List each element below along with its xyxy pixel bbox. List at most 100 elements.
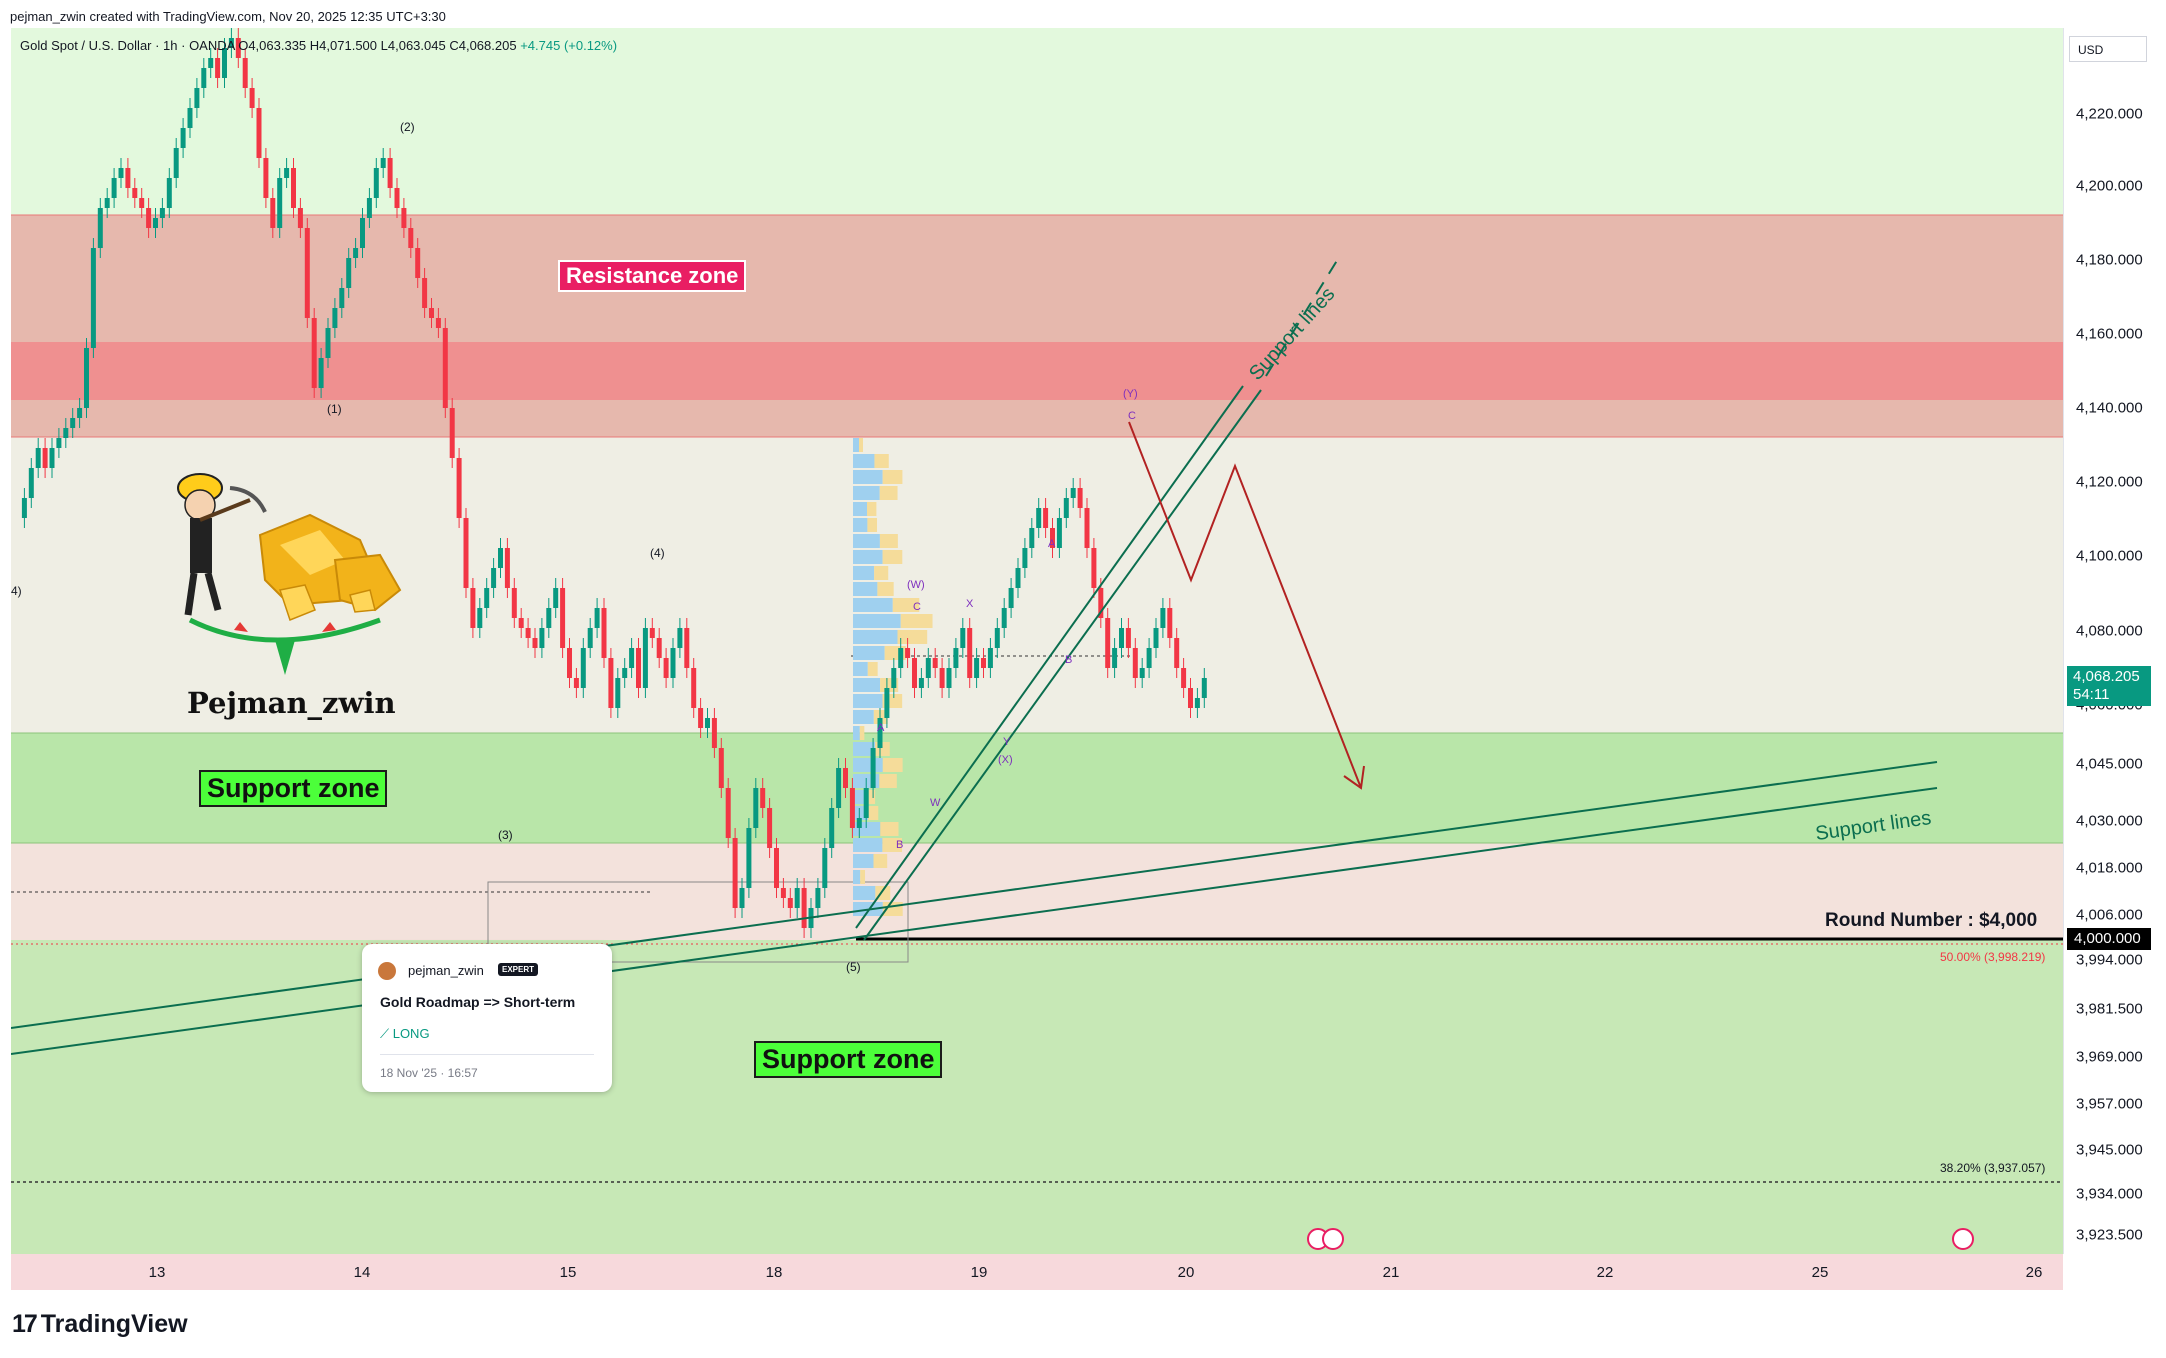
volume-profile-bar <box>882 470 903 484</box>
candle-body <box>856 818 862 828</box>
candle-body <box>132 188 138 198</box>
price-tick: 3,994.000 <box>2076 951 2143 969</box>
candle-body <box>1001 608 1007 628</box>
candle-body <box>560 588 566 648</box>
support-line-flat-1 <box>11 761 1938 1029</box>
candle-body <box>435 318 441 328</box>
current-price: 4,068.205 <box>2073 668 2140 685</box>
volume-profile-bar <box>867 662 878 676</box>
price-axis[interactable]: 4,220.000 4,200.000 4,180.000 4,160.000 … <box>2063 28 2154 1254</box>
candle-body <box>932 658 938 668</box>
candle-body <box>111 178 117 198</box>
volume-profile-bar <box>882 838 903 852</box>
symbol-name: Gold Spot / U.S. Dollar · 1h · OANDA <box>20 38 235 53</box>
idea-author[interactable]: pejman_zwin <box>408 963 484 978</box>
candle-body <box>891 668 897 688</box>
candle-body <box>373 168 379 198</box>
candle-body <box>270 198 276 228</box>
ohlc-low: L4,063.045 <box>380 38 446 53</box>
tradingview-brand[interactable]: 17 TradingView <box>12 1310 188 1339</box>
support-zone-lower <box>11 940 2063 1254</box>
candle-body <box>146 208 152 228</box>
round-number-label[interactable]: Round Number : $4,000 <box>1825 910 2038 931</box>
time-tick: 22 <box>1596 1264 1614 1281</box>
candle-body <box>277 178 283 228</box>
wave-label-W1: W <box>930 797 941 809</box>
support-zone-label-upper[interactable]: Support zone <box>199 770 388 807</box>
currency-button[interactable]: USD <box>2069 36 2147 62</box>
candle-body <box>1146 648 1152 668</box>
idea-card[interactable]: pejman_zwin EXPERT Gold Roadmap => Short… <box>362 944 612 1092</box>
candle-body <box>1139 668 1145 678</box>
candle-body <box>366 198 372 218</box>
wave-label-2: (2) <box>400 120 415 134</box>
candle-body <box>1070 488 1076 498</box>
candle-body <box>705 718 710 728</box>
volume-profile-bar <box>879 486 898 500</box>
candle-body <box>297 208 303 228</box>
candle-body <box>477 608 483 628</box>
volume-profile-bar <box>879 534 898 548</box>
candle-body <box>870 748 876 788</box>
price-tick: 3,934.000 <box>2076 1185 2143 1203</box>
us-flag-event-icon[interactable] <box>1952 1228 1974 1250</box>
us-flag-event-icon[interactable] <box>1322 1228 1344 1250</box>
candle-body <box>56 438 62 448</box>
candle-body <box>815 888 821 908</box>
logo-name: Pejman_zwin <box>187 686 396 720</box>
candle-body <box>104 198 110 208</box>
volume-profile-bar <box>853 454 875 468</box>
idea-title[interactable]: Gold Roadmap => Short-term <box>380 994 576 1010</box>
time-axis[interactable]: 13 14 15 18 19 20 21 22 25 26 <box>11 1254 2063 1290</box>
candle-body <box>898 648 904 668</box>
candle-body <box>863 788 869 818</box>
volume-profile-bar <box>853 438 859 452</box>
fib-38-label: 38.20% (3,937.057) <box>1940 1161 2046 1175</box>
candle-body <box>918 678 924 688</box>
volume-profile-bar <box>882 758 903 772</box>
resistance-zone <box>11 215 2063 465</box>
pejman-logo <box>170 460 410 710</box>
candle-body <box>1119 628 1124 648</box>
candle-body <box>670 648 676 678</box>
candle-body <box>974 658 980 678</box>
price-tick: 4,140.000 <box>2076 399 2143 417</box>
wave-label-Y1: Y <box>1003 736 1011 748</box>
candle-body <box>546 608 552 628</box>
time-tick: 20 <box>1177 1264 1195 1281</box>
volume-profile-bar <box>853 470 883 484</box>
candle-body <box>256 108 262 158</box>
resistance-zone-label[interactable]: Resistance zone <box>558 260 747 292</box>
candle-body <box>84 348 89 408</box>
volume-profile-bar <box>879 774 897 788</box>
candle-body <box>629 648 635 668</box>
volume-profile-bar <box>853 550 883 564</box>
candle-body <box>732 838 738 908</box>
price-tick: 4,006.000 <box>2076 906 2143 924</box>
wave-label-5: (5) <box>846 960 861 974</box>
candle-body <box>608 658 614 708</box>
avatar <box>378 962 396 980</box>
volume-profile-bar <box>853 502 868 516</box>
volume-profile-bar <box>853 678 881 692</box>
volume-profile-bar <box>859 438 863 452</box>
candle-body <box>235 38 241 58</box>
volume-profile-bar <box>853 854 874 868</box>
candle-body <box>849 788 855 828</box>
candle-body <box>532 638 538 648</box>
candle-body <box>636 648 641 688</box>
candle-body <box>1084 508 1090 548</box>
candle-body <box>1008 588 1014 608</box>
candle-body <box>1063 498 1069 518</box>
support-zone-label-lower[interactable]: Support zone <box>754 1041 943 1078</box>
time-tick: 13 <box>148 1264 166 1281</box>
candle-body <box>698 708 704 728</box>
volume-profile-bar <box>853 582 878 596</box>
volume-profile-bar <box>867 518 878 532</box>
candle-body <box>905 648 911 658</box>
symbol-header: Gold Spot / U.S. Dollar · 1h · OANDA O4,… <box>20 38 617 53</box>
candle-body <box>1160 608 1166 628</box>
candle-body <box>525 628 531 638</box>
candle-body <box>173 148 179 178</box>
candle-body <box>187 108 193 128</box>
